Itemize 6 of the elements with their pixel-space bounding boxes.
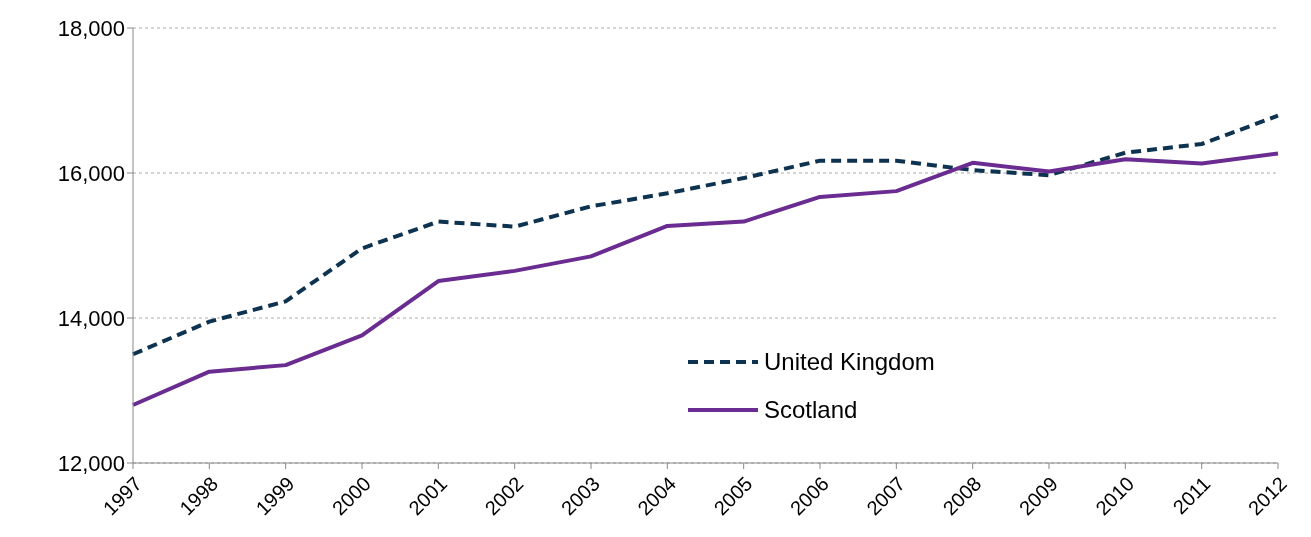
y-tick-label: 12,000: [57, 450, 125, 476]
y-tick-label: 18,000: [57, 15, 125, 41]
legend-label: Scotland: [764, 395, 858, 425]
legend-label: United Kingdom: [764, 347, 935, 377]
y-tick-label: 14,000: [57, 305, 125, 331]
y-tick-label: 16,000: [57, 160, 125, 186]
